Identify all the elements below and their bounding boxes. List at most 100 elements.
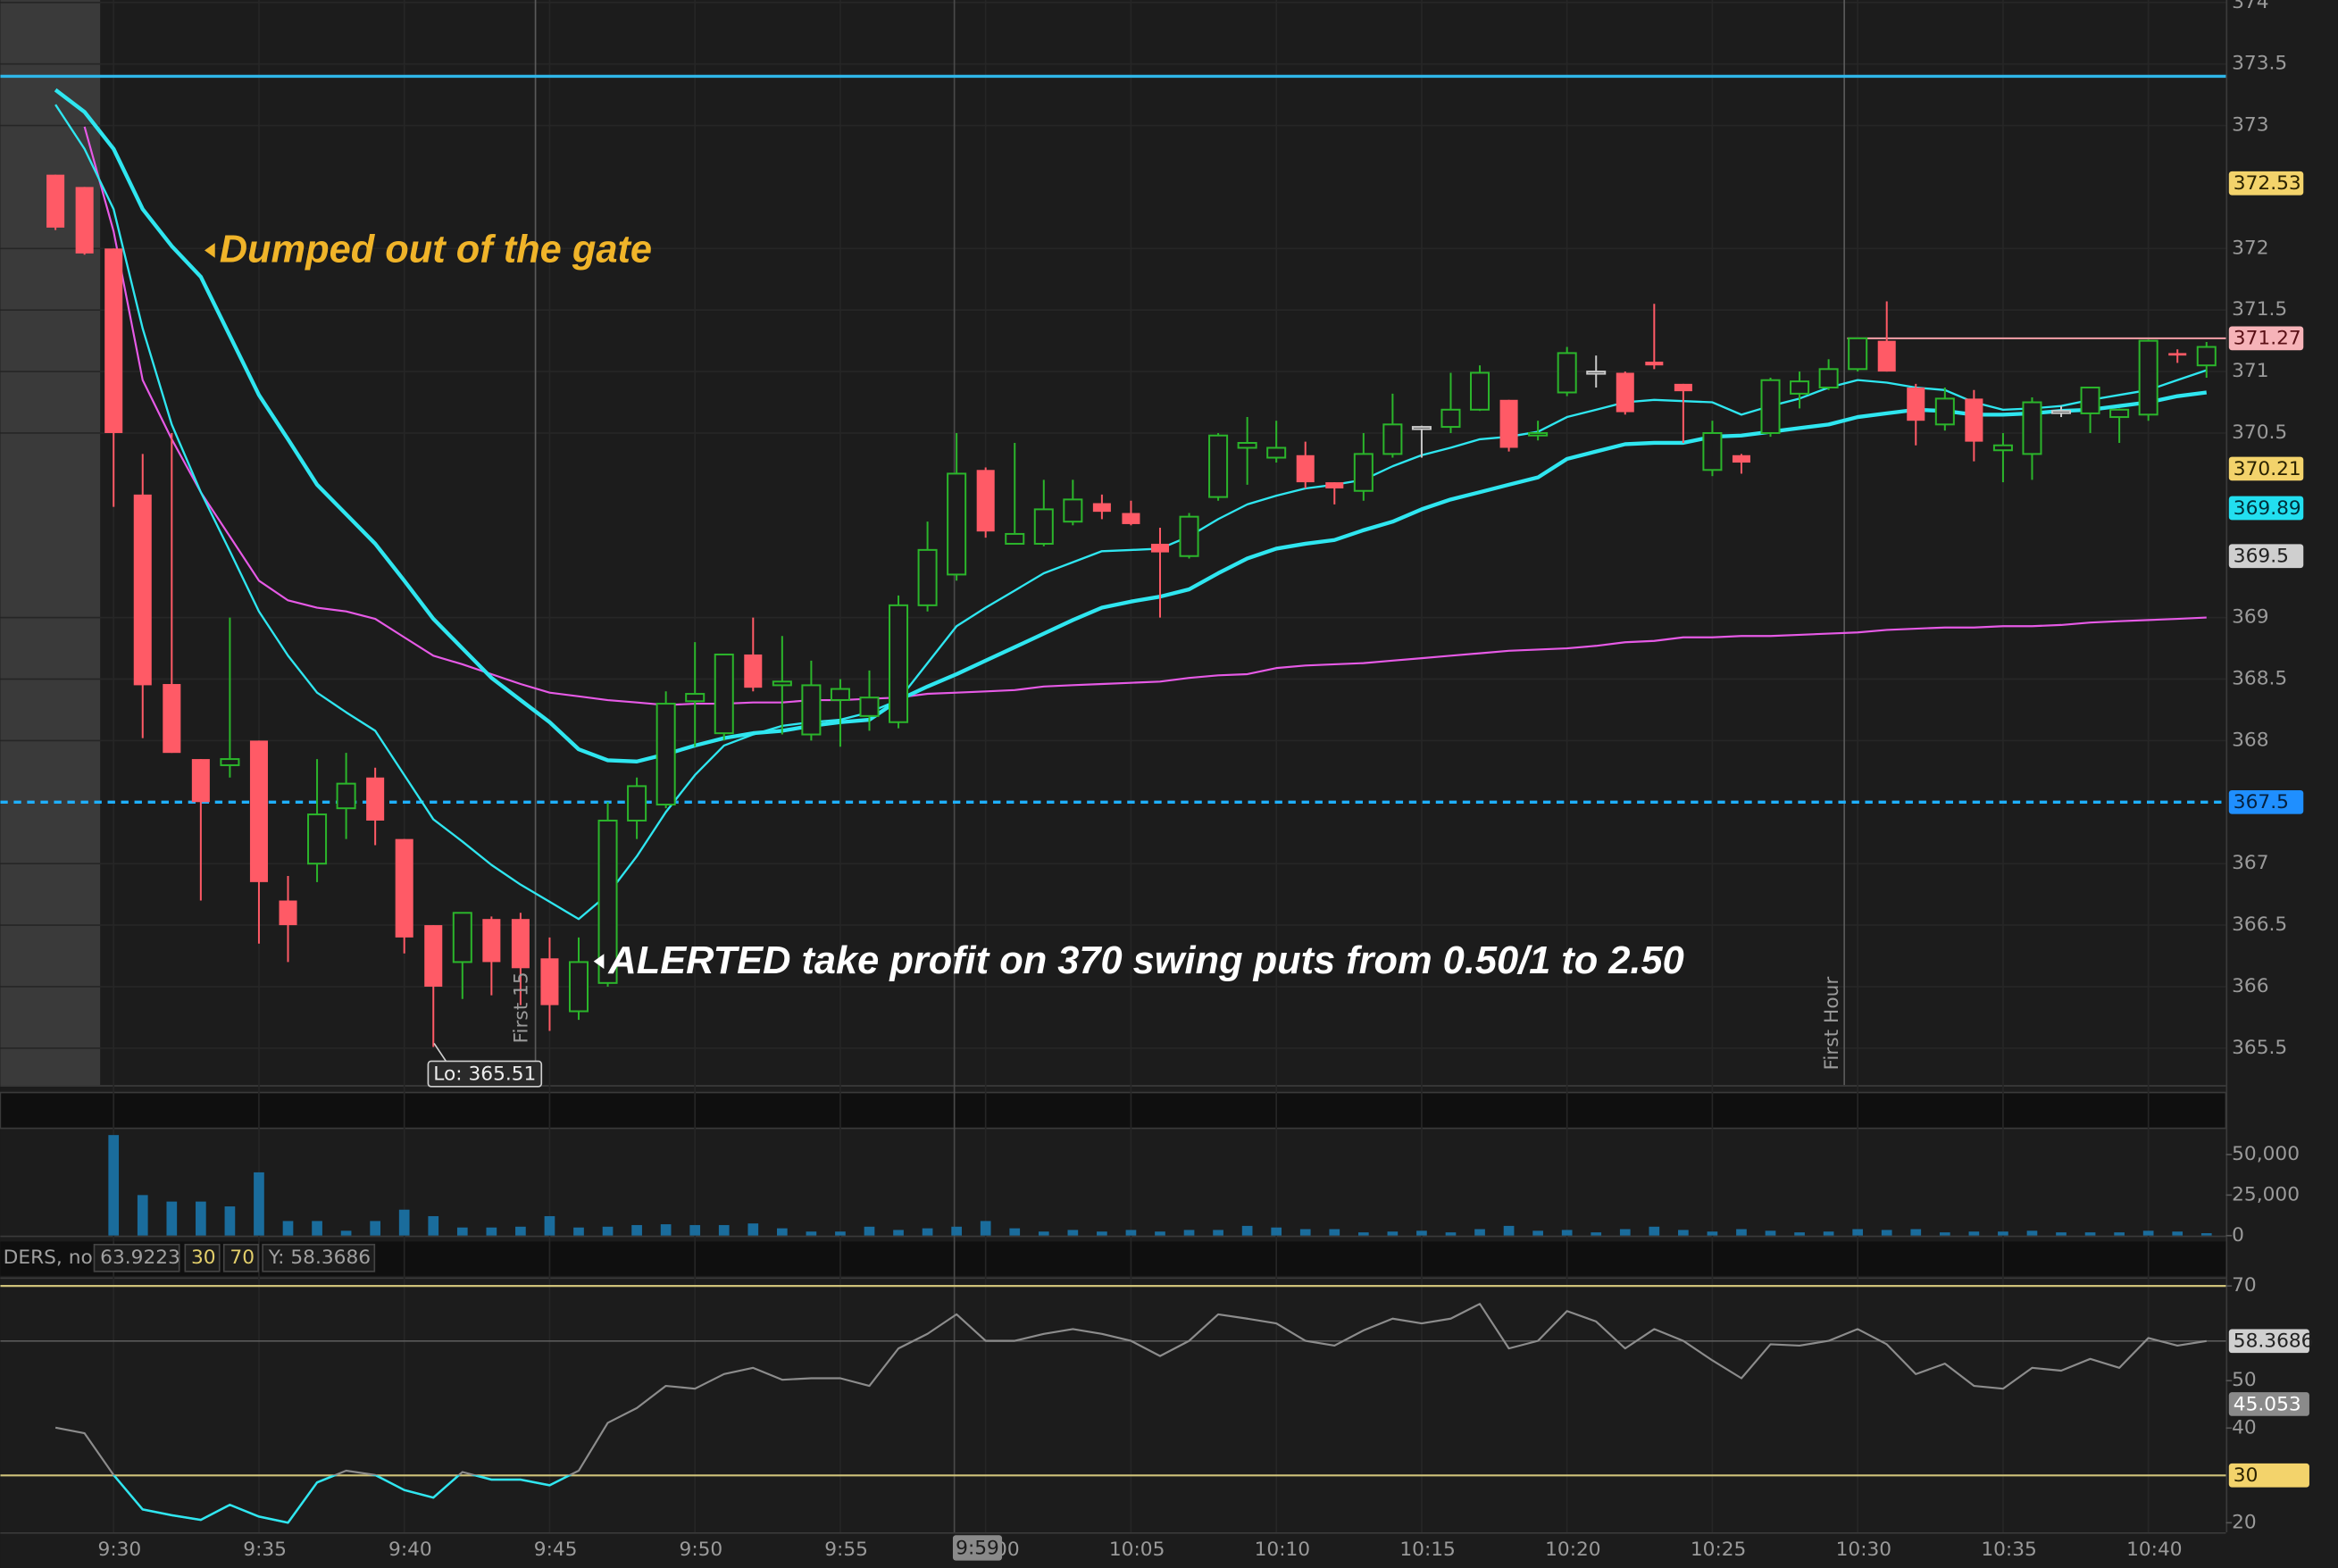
candle-body	[1296, 455, 1315, 483]
volume-bar	[1038, 1231, 1049, 1236]
volume-bar	[1241, 1225, 1253, 1236]
x-tick-label: 9:30	[98, 1539, 142, 1561]
y-tick-label: 371	[2232, 360, 2268, 382]
volume-bar	[1271, 1227, 1282, 1236]
volume-bar	[428, 1215, 439, 1236]
y-tick-label: 367	[2232, 852, 2268, 874]
volume-bar	[1125, 1230, 1137, 1236]
study-value-box	[93, 1243, 180, 1272]
candle-body	[511, 919, 530, 969]
study-crosshair-box	[262, 1243, 376, 1272]
price-marker	[2228, 456, 2304, 481]
study-name: DERS, no)	[4, 1247, 101, 1269]
candle-body	[1528, 431, 1549, 437]
volume-bar	[777, 1228, 788, 1236]
volume-bar	[456, 1227, 468, 1236]
candle-body	[1992, 444, 2013, 452]
volume-bar	[2056, 1232, 2067, 1236]
study-crosshair: Y: 58.3686	[268, 1247, 371, 1269]
candle-body	[133, 494, 152, 686]
candle-body	[2051, 410, 2072, 414]
volume-bar	[196, 1201, 206, 1236]
price-marker	[2228, 496, 2304, 521]
volume-bar	[1823, 1231, 1834, 1236]
volume-bar	[1067, 1230, 1079, 1236]
y-tick-label: 374	[2232, 0, 2268, 13]
volume-bar	[1910, 1229, 1922, 1236]
candle-body	[2168, 353, 2187, 356]
volume-bar	[602, 1226, 614, 1236]
low-label-box	[427, 1060, 543, 1088]
volume-bar	[2114, 1232, 2125, 1236]
volume-bar	[689, 1224, 701, 1236]
candle-body	[482, 919, 501, 963]
volume-bar	[282, 1221, 294, 1236]
y-tick-label: 373.5	[2232, 53, 2287, 75]
volume-bar	[398, 1209, 410, 1236]
candle-body	[1150, 543, 1169, 553]
price-marker	[2228, 789, 2304, 814]
candle-body	[1353, 453, 1374, 492]
grid	[2225, 1154, 2233, 1524]
volume-bar	[254, 1172, 264, 1236]
candle-body	[191, 759, 210, 803]
candle-body	[249, 740, 268, 882]
price-marker-label: 367.5	[2234, 791, 2289, 813]
candle-body	[917, 548, 938, 606]
candle-body	[655, 703, 676, 806]
moving-average-line	[83, 126, 2207, 706]
y-tick-label: 368	[2232, 729, 2268, 751]
price-marker	[2228, 171, 2304, 196]
y-tick-label: 365.5	[2232, 1037, 2287, 1059]
y-tick-label: 50	[2232, 1369, 2257, 1391]
session-label: First Hour	[1821, 977, 1843, 1071]
moving-average-line	[54, 88, 2208, 763]
candle-body	[395, 838, 413, 938]
candle-body	[1092, 503, 1111, 513]
volume-bar	[2026, 1230, 2038, 1236]
volume-bar	[1474, 1229, 1485, 1236]
rsi-panel	[0, 1285, 2226, 1524]
axes: 365.5 366 366.5 367 368 368.5 369 370.5 371 371.5…	[98, 0, 2314, 1561]
candle-body	[2196, 346, 2217, 367]
volume-bar	[1998, 1231, 2008, 1236]
price-marker-label: 30	[2234, 1464, 2259, 1487]
low-pointer	[433, 1042, 447, 1062]
volume-bar	[108, 1135, 120, 1236]
x-tick-label: 10:10	[1255, 1539, 1311, 1561]
y-tick-label: 366.5	[2232, 913, 2287, 936]
volume-bar	[747, 1223, 759, 1236]
candle-body	[772, 680, 792, 687]
volume-bar	[1357, 1232, 1369, 1236]
x-tick-label: 10:20	[1545, 1539, 1601, 1561]
candle-body	[1557, 352, 1577, 394]
study-level: 30	[191, 1247, 216, 1269]
candle-body	[1645, 362, 1664, 366]
candle-body	[1790, 380, 1810, 395]
volume-bar	[515, 1226, 526, 1236]
session-label: First 15	[511, 972, 533, 1043]
candle-body	[1674, 383, 1692, 392]
price-marker-label: 372.53	[2234, 172, 2301, 195]
volume-bar	[1009, 1228, 1021, 1236]
volume-bar	[1387, 1231, 1399, 1236]
candle-body	[889, 604, 909, 723]
candle-body	[2109, 408, 2130, 419]
study-value: 63.9223	[100, 1247, 180, 1269]
y-tick-label: 40	[2232, 1416, 2257, 1439]
y-tick-label: 25,000	[2232, 1183, 2300, 1205]
candle-body	[714, 653, 734, 735]
candle-body	[1702, 431, 1723, 471]
volume-bar	[864, 1226, 875, 1236]
x-tick-label: 9:35	[243, 1539, 287, 1561]
price-marker-label: 369.89	[2234, 497, 2301, 520]
study-level-box	[222, 1243, 259, 1272]
candle-body	[424, 925, 443, 987]
volume-bar	[718, 1224, 730, 1236]
candle-body	[1616, 372, 1634, 413]
candle-body	[1586, 371, 1607, 375]
volume-bar	[951, 1226, 962, 1236]
candle-body	[1470, 371, 1490, 411]
candle-body	[2022, 401, 2042, 455]
candle-body	[307, 813, 328, 865]
